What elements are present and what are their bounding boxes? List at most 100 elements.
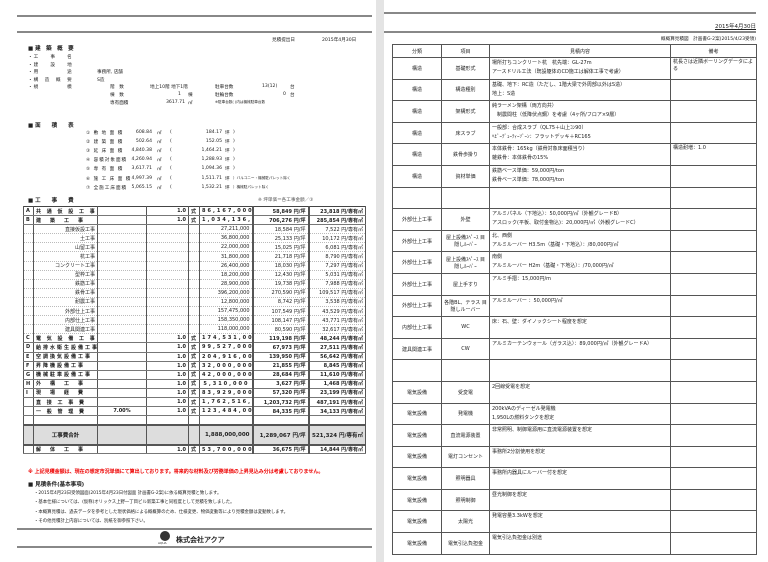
cost-code: I bbox=[23, 388, 34, 398]
paren: ) bbox=[233, 130, 235, 135]
spec-category: 電気設備 bbox=[392, 445, 442, 469]
cost-qty: 1.0 bbox=[146, 444, 189, 455]
cost-unit bbox=[188, 423, 200, 446]
area-tsubo: 1,288.93 bbox=[201, 157, 222, 163]
cost-amount: 396,200,000 bbox=[199, 288, 254, 298]
cost-unit: 式 bbox=[188, 406, 200, 417]
spec-row: 建具関連工事 CW アルミカーテンウォール（ガラス込）：89,000円/㎡（外観グレ… bbox=[392, 337, 757, 361]
cost-code bbox=[23, 315, 34, 326]
cost-code: C bbox=[23, 333, 34, 344]
area-label: ⑦ 全施工床面積 bbox=[86, 185, 128, 191]
cost-sqm: 7,297 円/専有㎡ bbox=[308, 261, 366, 271]
spec-row: 外部仕上工事 屋上手すり アルミ手摺：15,000円/m bbox=[392, 272, 757, 296]
cost-amount: 18,200,000 bbox=[199, 270, 254, 280]
cost-amount: 31,800,000 bbox=[199, 251, 254, 262]
cost-unit bbox=[188, 251, 200, 262]
spec-row: 内部仕上工事 WC 床：石、壁：ダイノックシート程度を想定 bbox=[392, 316, 757, 339]
scale-exclusive-unit: ㎡ bbox=[188, 100, 193, 106]
cost-rate bbox=[97, 297, 147, 308]
area-label: ③ 延 床 面 積 bbox=[86, 149, 124, 155]
spec-row: 外部仕上工事 外壁 アルミパネル（下地込）：50,000円/㎡（外観グレードB） アス… bbox=[392, 208, 757, 231]
spec-category: 外部仕上工事 bbox=[392, 229, 442, 253]
cost-rate bbox=[97, 333, 147, 344]
cost-tsubo: 80,590 円/坪 bbox=[252, 324, 310, 335]
spec-row: 電気設備 電気引込負担金 電気引込負担金は別途 bbox=[392, 532, 757, 555]
cost-row: 鉄骨工事 396,200,000 270,590 円/坪 109,517 円/専有㎡ bbox=[23, 288, 366, 298]
spec-item: 照明制御 bbox=[441, 488, 490, 512]
logo-text: AQUA bbox=[158, 541, 167, 545]
spec-item bbox=[441, 359, 490, 382]
page-date: 2015年4月30日 bbox=[715, 24, 756, 30]
spec-row: 電気設備 受変電 2回線受電を想定 bbox=[392, 380, 757, 404]
scale-bike-unit: 台 bbox=[290, 93, 295, 98]
spec-category: 電気設備 bbox=[392, 532, 442, 555]
cost-title: ■ 工 事 費 bbox=[28, 198, 74, 204]
cost-rate bbox=[97, 444, 147, 455]
cost-code bbox=[23, 306, 34, 317]
cost-tsubo: 84,335 円/坪 bbox=[252, 406, 310, 417]
cost-name: 直 接 工 事 費 bbox=[33, 397, 98, 408]
spec-item bbox=[441, 186, 490, 210]
cost-sqm: 56,642 円/専有㎡ bbox=[308, 352, 366, 362]
cost-qty bbox=[146, 415, 189, 426]
spec-content: 床：石、壁：ダイノックシート程度を想定 bbox=[489, 316, 671, 339]
spec-item: 発電機 bbox=[441, 402, 490, 426]
cost-name: 鉄骨工事 bbox=[33, 288, 98, 298]
spec-note bbox=[670, 510, 757, 534]
cost-unit bbox=[188, 224, 200, 235]
cost-code bbox=[23, 251, 34, 262]
cost-amount: 27,211,000 bbox=[199, 224, 254, 235]
cost-code bbox=[23, 288, 34, 298]
spec-content-line: アルミルーバー ：50,000円/㎡ bbox=[492, 297, 563, 304]
spec-content: 鉄筋ベース単価：59,000円/ton 鉄骨ベース単価：78,000円/ton bbox=[489, 164, 671, 188]
spec-content: 昼光制御を想定 bbox=[489, 488, 671, 512]
overview-label: ・用 途 bbox=[28, 70, 73, 76]
cost-amount: 204,916,000 bbox=[199, 352, 254, 362]
cost-rate bbox=[97, 233, 147, 244]
top-rule bbox=[384, 12, 756, 14]
cost-tsubo: 21,855 円/坪 bbox=[252, 361, 310, 371]
scale-floors-label: 階 数 bbox=[110, 85, 124, 91]
overview-label: ・工 事 名 bbox=[28, 55, 73, 60]
cost-rate bbox=[97, 206, 147, 217]
spec-row: 電気設備 直流電源装置 非常照明、制御電源用に直流電源装置を想定 bbox=[392, 424, 757, 447]
cost-code: F bbox=[23, 361, 34, 371]
cost-code: E bbox=[23, 352, 34, 362]
cost-sqm: 14,844 円/専有㎡ bbox=[308, 444, 366, 455]
date-label: 見積提出日 bbox=[272, 38, 295, 43]
cost-name: 直接仮設工事 bbox=[33, 224, 98, 235]
overview-label: ・建 設 地 bbox=[28, 62, 73, 68]
scale-bike: 0 bbox=[283, 92, 286, 97]
spec-category: 電気設備 bbox=[392, 424, 442, 447]
cost-qty: 1.0 bbox=[146, 397, 189, 408]
cost-qty bbox=[146, 224, 189, 235]
cost-row: 内部仕上工事 158,350,000 108,147 円/坪 43,771 円/専有㎡ bbox=[23, 315, 366, 326]
cost-row: 直接仮設工事 27,211,000 18,584 円/坪 7,522 円/専有㎡ bbox=[23, 224, 366, 235]
cost-sqm: 1,468 円/専有㎡ bbox=[308, 379, 366, 389]
spec-content: 本体鉄骨：165kg（鉄骨対象床面積当り） 雑鉄骨：本体鉄骨の15% bbox=[489, 143, 671, 166]
spec-content: 200kVAのディーゼル発電機 1,950Lの燃料タンクを想定 bbox=[489, 402, 671, 426]
spec-item: 鉄骨歩掛り bbox=[441, 143, 490, 166]
cost-qty bbox=[146, 261, 189, 271]
scale-parking-note: ※駐車台数( )内は機械駐車台数 bbox=[215, 99, 266, 104]
cost-tsubo: 1,289,067 円/坪 bbox=[252, 423, 310, 446]
cost-rate bbox=[97, 379, 147, 389]
cost-amount: 5,310,000 bbox=[199, 379, 254, 389]
cost-name: 型枠工事 bbox=[33, 270, 98, 280]
cost-sqm bbox=[308, 415, 366, 426]
scale-buildings-label: 棟 数 bbox=[110, 93, 124, 98]
spec-note: 杭長さは近隣ボーリングデータによる bbox=[670, 57, 757, 80]
cost-row: B建 築 工 事 1.0式1,034,136,000706,276 円/坪285,… bbox=[23, 215, 366, 226]
spec-item: 各階BL、テラス 目隠しルーバー bbox=[441, 294, 490, 318]
cost-rate bbox=[97, 352, 147, 362]
cost-name: 杭工事 bbox=[33, 251, 98, 262]
area-tsubo: 1,464.21 bbox=[201, 148, 222, 154]
cost-code bbox=[23, 423, 34, 446]
spec-content: 北、西側 アルミルーバー H3.5m（基礎・下地込）：/80,000円/㎡ bbox=[489, 229, 671, 253]
spec-row: 電気設備 太陽光 発電容量3.3kWを想定 bbox=[392, 510, 757, 534]
cost-row: 杭工事 31,800,000 21,718 円/坪 8,790 円/専有㎡ bbox=[23, 251, 366, 262]
area-sqm: 4,997.39 bbox=[131, 175, 152, 181]
cost-row: D 給排水衛生設備工事 1.0 式 99,527,000 67,973 円/坪 27,511… bbox=[23, 342, 366, 353]
